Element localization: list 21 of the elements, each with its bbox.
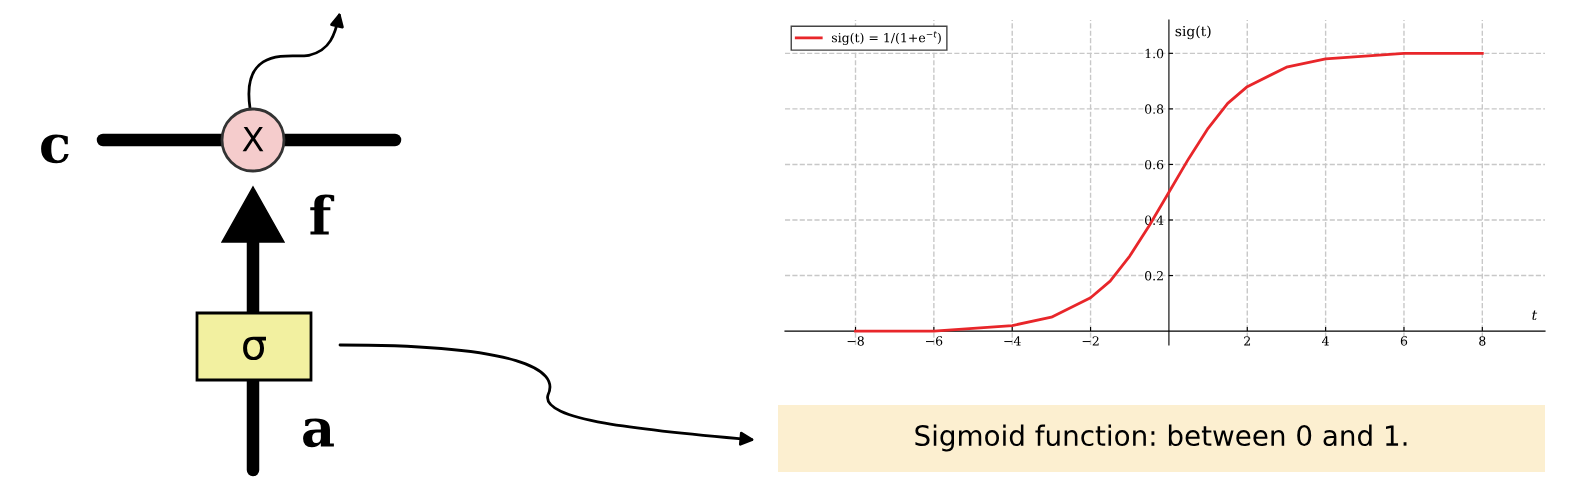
text: X (242, 126, 264, 152)
x-axis-title: t (1532, 310, 1538, 321)
x-tick-label: 6 (1400, 336, 1408, 346)
y-tick-label: 1.0 (1145, 48, 1164, 59)
y-axis-title: sig(t) (1175, 25, 1211, 40)
x-tick-label: 4 (1322, 336, 1329, 346)
text: σ (243, 336, 266, 361)
x-tick-label: −2 (1082, 336, 1099, 346)
text: c (41, 134, 69, 164)
legend-label: sig(t) = 1/(1+e$^{−t}$) (831, 31, 941, 45)
y-tick-label: 0.6 (1145, 159, 1164, 170)
x-tick-label: 2 (1244, 336, 1251, 346)
x-tick-label: −8 (847, 336, 864, 346)
text: a (303, 418, 334, 448)
y-tick-label: 0.8 (1145, 104, 1164, 114)
text: f (310, 194, 335, 235)
x-tick-label: 8 (1479, 336, 1486, 346)
y-tick-label: 0.2 (1145, 271, 1163, 281)
x-tick-label: −4 (1004, 336, 1021, 346)
x-tick-label: −6 (925, 336, 943, 346)
text: Sigmoid function: between 0 and 1. (915, 424, 1407, 452)
